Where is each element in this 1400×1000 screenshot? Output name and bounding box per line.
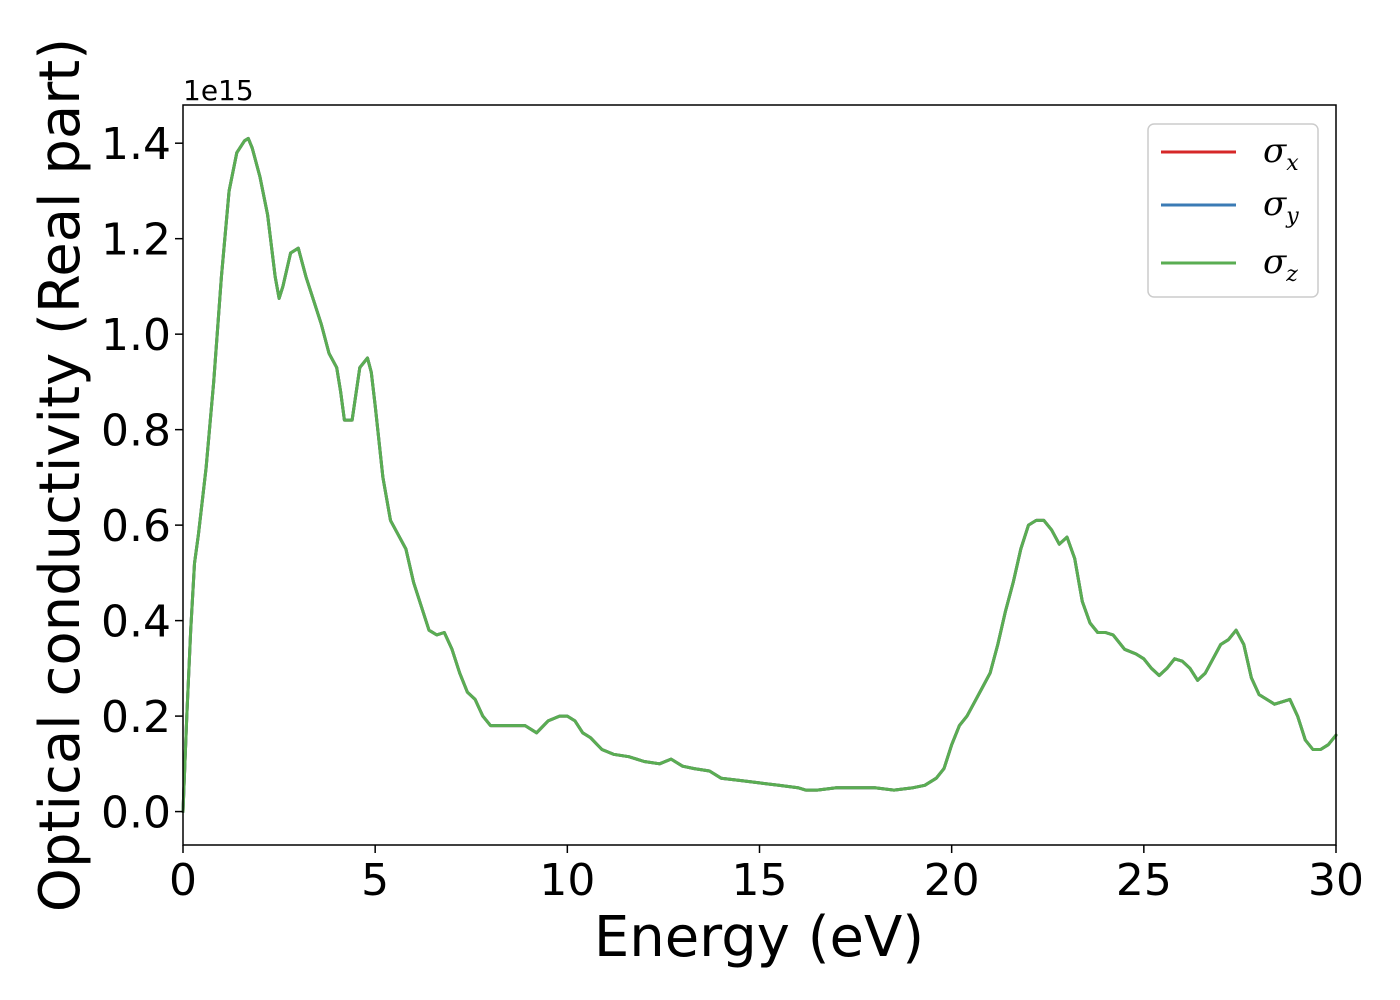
legend-symbol: σ xyxy=(1263,131,1287,171)
y-tick-label: 1.2 xyxy=(101,215,171,266)
legend-symbol: σ xyxy=(1263,242,1287,282)
y-tick-label: 0.2 xyxy=(101,692,171,743)
y-tick-label: 0.8 xyxy=(101,406,171,457)
legend-label: σx xyxy=(1263,131,1299,176)
y-offset-label: 1e15 xyxy=(183,74,254,107)
series-layer xyxy=(181,136,1338,814)
x-tick-label: 10 xyxy=(539,855,595,906)
x-tick-label: 15 xyxy=(732,855,788,906)
legend-label: σy xyxy=(1263,184,1299,229)
x-tick-label: 25 xyxy=(1116,855,1172,906)
y-tick-label: 1.4 xyxy=(101,119,171,170)
x-tick-label: 5 xyxy=(361,855,389,906)
x-axis-title: Energy (eV) xyxy=(594,905,924,970)
x-tick-label: 30 xyxy=(1308,855,1364,906)
x-axis-ticks: 0 5 10 15 20 25 30 xyxy=(169,845,1364,906)
legend-frame xyxy=(1147,123,1319,298)
y-tick-label: 0.0 xyxy=(101,788,171,839)
legend-symbol: σ xyxy=(1263,184,1287,224)
legend-subscript: y xyxy=(1285,204,1299,229)
legend-subscript: z xyxy=(1285,262,1298,287)
series-line-2 xyxy=(181,136,1338,814)
y-tick-label: 1.0 xyxy=(101,310,171,361)
y-tick-label: 0.6 xyxy=(101,501,171,552)
legend-label: σz xyxy=(1263,242,1298,287)
y-tick-label: 0.4 xyxy=(101,597,171,648)
y-axis-title: Optical conductivity (Real part) xyxy=(28,38,93,912)
x-tick-label: 20 xyxy=(924,855,980,906)
legend-subscript: x xyxy=(1286,151,1299,176)
x-tick-label: 0 xyxy=(169,855,197,906)
y-axis-ticks: 0.0 0.2 0.4 0.6 0.8 1.0 1.2 1.4 xyxy=(101,119,183,839)
